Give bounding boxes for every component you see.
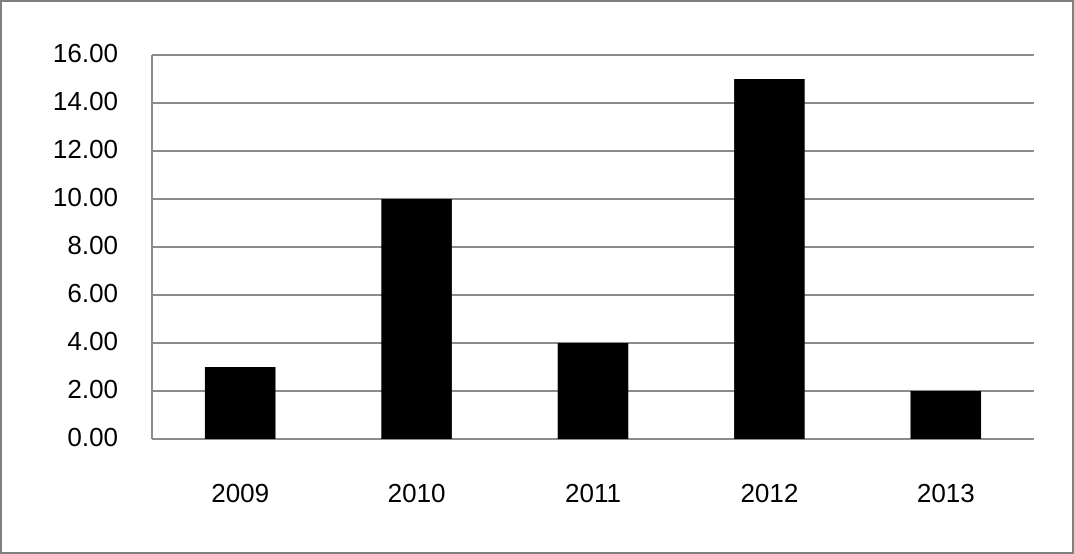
- bar: [557, 343, 629, 439]
- y-tick-label: 2.00: [67, 374, 118, 404]
- bar: [734, 79, 805, 439]
- bar: [204, 367, 276, 439]
- x-tick-label: 2011: [565, 478, 621, 508]
- y-tick-label: 14.00: [53, 86, 118, 116]
- y-tick-label: 0.00: [67, 422, 118, 452]
- y-tick-label: 4.00: [67, 326, 118, 356]
- y-tick-label: 6.00: [67, 278, 118, 308]
- x-tick-label: 2010: [388, 478, 446, 508]
- bar: [910, 391, 982, 439]
- x-tick-label: 2012: [740, 478, 798, 508]
- y-tick-label: 10.00: [53, 182, 118, 212]
- y-tick-label: 12.00: [53, 134, 118, 164]
- bar: [381, 199, 452, 439]
- x-tick-label: 2013: [917, 478, 975, 508]
- x-tick-label: 2009: [211, 478, 269, 508]
- y-tick-label: 16.00: [53, 38, 118, 68]
- y-tick-label: 8.00: [67, 230, 118, 260]
